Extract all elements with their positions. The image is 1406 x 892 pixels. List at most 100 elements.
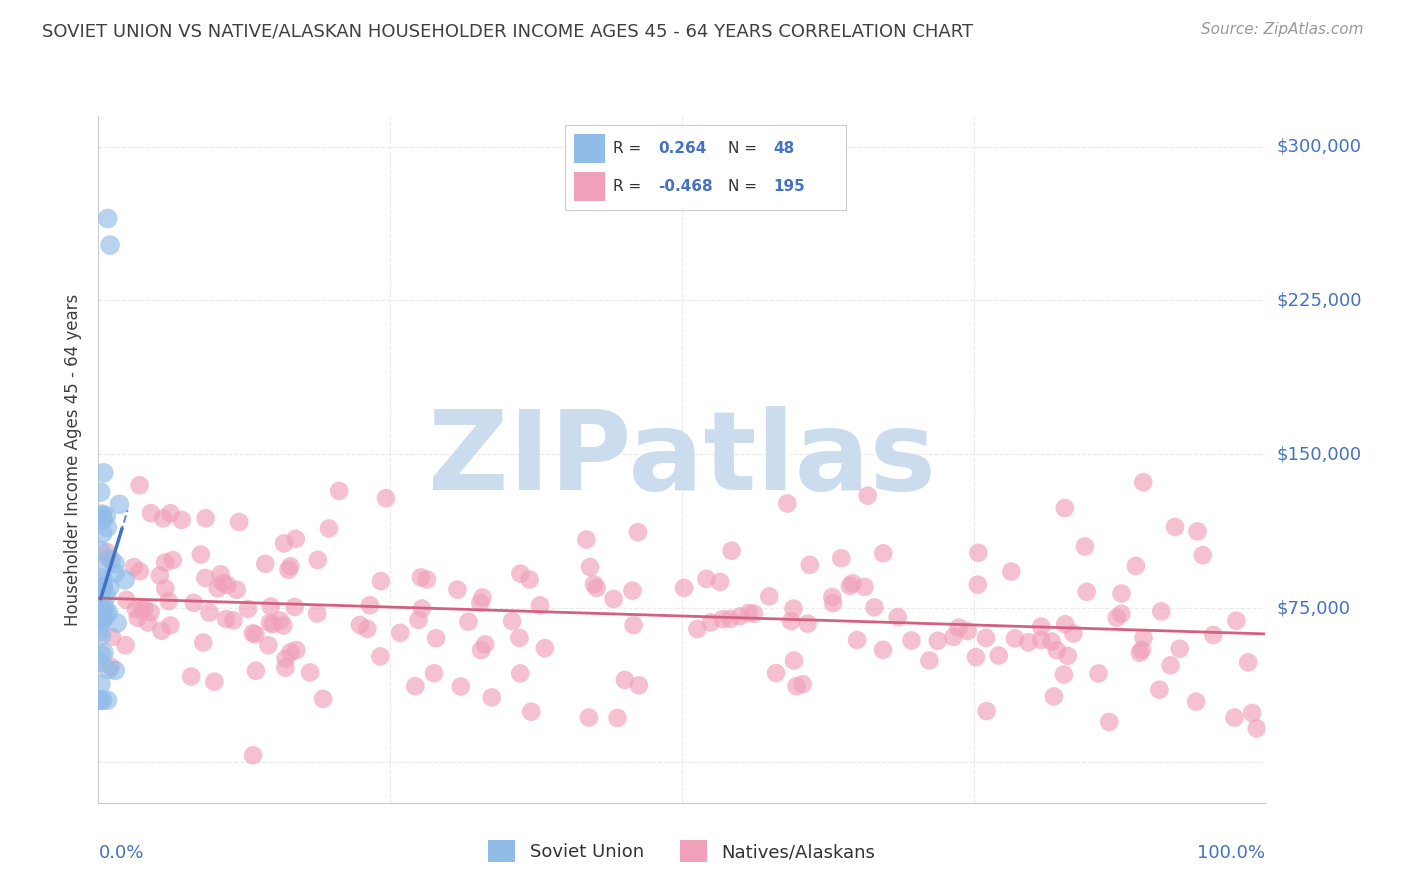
Point [1132, 475, 1154, 490]
Point [91, 571, 114, 585]
Point [1125, 558, 1147, 573]
Point [519, 573, 541, 587]
Point [853, 580, 876, 594]
Text: R =: R = [613, 141, 647, 156]
Y-axis label: Householder Income Ages 45 - 64 years: Householder Income Ages 45 - 64 years [65, 293, 83, 625]
Point [533, 641, 555, 656]
Point [162, 553, 184, 567]
Bar [574, 172, 605, 201]
Text: $225,000: $225,000 [1277, 292, 1362, 310]
Point [273, 618, 295, 632]
Point [91, 512, 114, 526]
Point [98, 238, 121, 252]
Point [965, 650, 987, 665]
Point [389, 625, 412, 640]
Point [856, 489, 879, 503]
Point [1150, 604, 1173, 618]
Point [96, 520, 118, 534]
Point [1149, 682, 1171, 697]
Point [900, 633, 922, 648]
Text: 100.0%: 100.0% [1198, 844, 1265, 862]
Point [108, 497, 131, 511]
Point [194, 571, 217, 585]
Point [918, 653, 941, 667]
Point [1168, 641, 1191, 656]
Point [1246, 721, 1268, 735]
Point [91, 612, 114, 626]
Point [318, 521, 340, 535]
Point [501, 614, 523, 628]
Point [90, 508, 112, 523]
Point [90, 575, 112, 590]
Point [90, 602, 112, 616]
Point [886, 610, 908, 624]
Point [202, 674, 225, 689]
Point [96, 545, 118, 559]
Point [100, 659, 122, 673]
Point [285, 643, 308, 657]
Point [582, 577, 605, 591]
Point [183, 596, 205, 610]
Point [404, 679, 426, 693]
Text: $300,000: $300,000 [1277, 137, 1361, 156]
Point [93, 558, 115, 572]
Point [927, 633, 949, 648]
Point [375, 491, 398, 505]
Point [217, 578, 239, 592]
Point [97, 211, 120, 226]
Point [1241, 706, 1264, 720]
Point [742, 607, 765, 621]
Point [1105, 610, 1128, 624]
Point [87, 625, 110, 640]
Point [786, 679, 808, 693]
Text: SOVIET UNION VS NATIVE/ALASKAN HOUSEHOLDER INCOME AGES 45 - 64 YEARS CORRELATION: SOVIET UNION VS NATIVE/ALASKAN HOUSEHOLD… [42, 22, 973, 40]
Point [90, 485, 112, 500]
Point [96, 508, 118, 523]
Point [356, 622, 378, 636]
Point [627, 678, 650, 692]
Point [956, 624, 979, 639]
Point [520, 705, 543, 719]
Point [446, 582, 468, 597]
Point [349, 618, 371, 632]
Point [122, 560, 145, 574]
Point [839, 579, 862, 593]
Point [100, 552, 122, 566]
Text: Source: ZipAtlas.com: Source: ZipAtlas.com [1201, 22, 1364, 37]
Point [274, 661, 297, 675]
Point [139, 506, 162, 520]
Bar [574, 134, 605, 163]
Text: 0.0%: 0.0% [98, 844, 143, 862]
Point [409, 570, 432, 584]
Point [91, 611, 114, 625]
Point [215, 612, 238, 626]
Point [976, 704, 998, 718]
Point [90, 543, 112, 558]
Point [254, 557, 277, 571]
Point [89, 616, 111, 631]
Point [967, 546, 990, 560]
Point [97, 663, 120, 677]
Text: N =: N = [728, 179, 762, 194]
Point [481, 690, 503, 705]
Point [104, 566, 127, 580]
Point [277, 563, 299, 577]
Point [686, 622, 709, 636]
Point [585, 581, 607, 595]
Point [1054, 617, 1077, 632]
Point [190, 548, 212, 562]
Point [225, 582, 247, 597]
Point [623, 618, 645, 632]
Point [728, 609, 751, 624]
Point [1053, 501, 1076, 516]
Point [87, 613, 110, 627]
Text: 48: 48 [773, 141, 794, 156]
Point [280, 559, 302, 574]
Point [841, 576, 863, 591]
Point [529, 599, 551, 613]
Point [423, 666, 446, 681]
Point [1237, 656, 1260, 670]
Point [863, 600, 886, 615]
Point [91, 693, 114, 707]
Point [155, 582, 177, 596]
